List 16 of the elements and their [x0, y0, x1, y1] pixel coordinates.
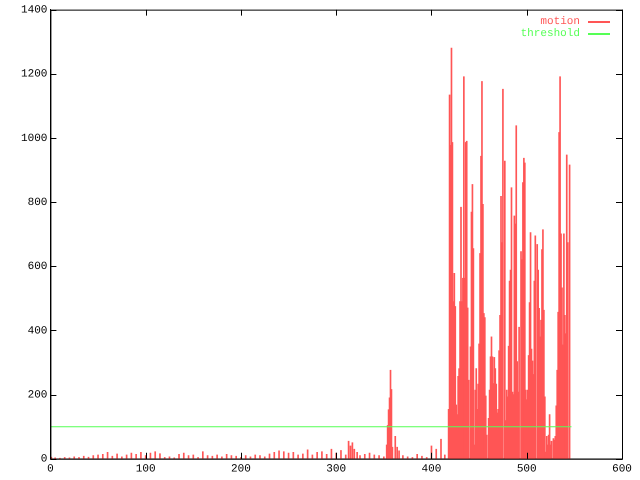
x-tick-label: 500 [516, 463, 537, 476]
x-tick-label: 600 [612, 463, 632, 476]
y-tick-label: 400 [28, 325, 48, 338]
y-tick-label: 1200 [21, 68, 48, 81]
y-tick-label: 200 [28, 390, 48, 402]
x-tick-label: 400 [422, 463, 442, 476]
y-tick-label: 600 [28, 261, 48, 274]
legend-label: motion [540, 16, 580, 28]
y-tick-label: 800 [28, 197, 48, 210]
x-tick-label: 300 [326, 463, 346, 476]
x-tick-label: 100 [136, 463, 156, 476]
y-tick-label: 1400 [21, 4, 48, 17]
y-tick-label: 0 [40, 454, 48, 466]
legend-label: threshold [520, 28, 580, 40]
x-tick-label: 200 [231, 463, 251, 476]
y-tick-label: 1000 [21, 132, 48, 145]
